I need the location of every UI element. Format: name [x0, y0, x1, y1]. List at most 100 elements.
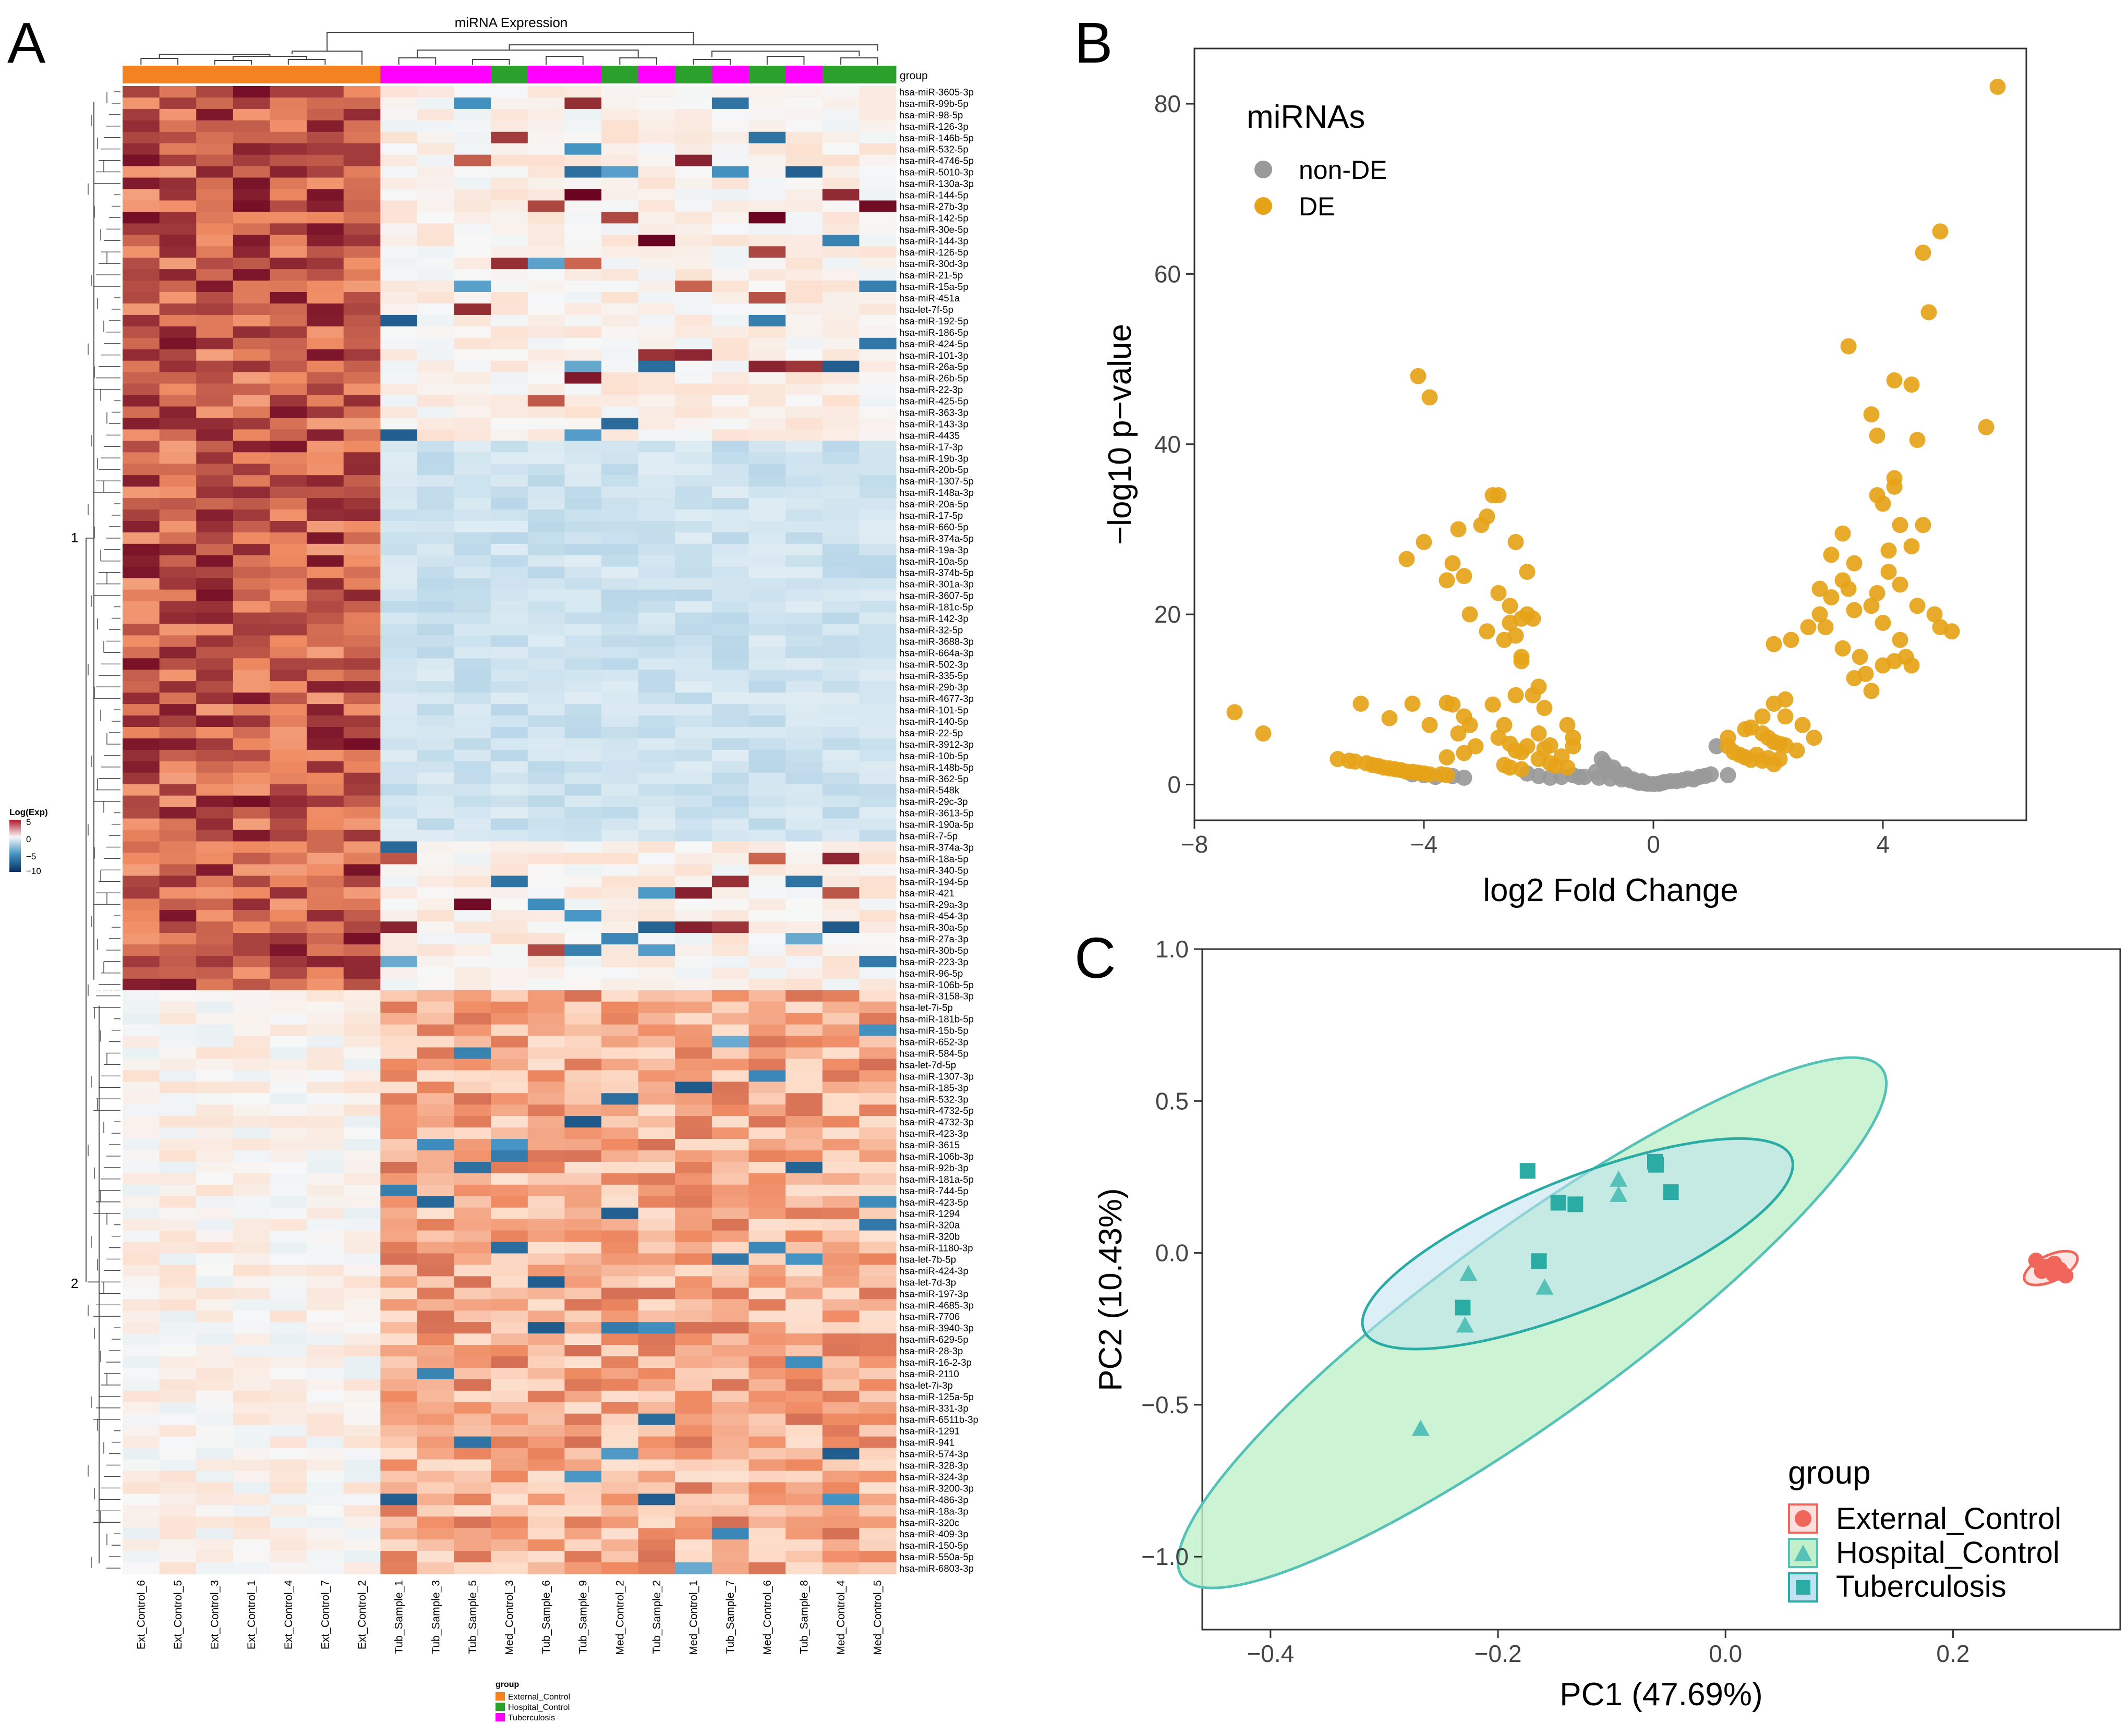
heatmap-cell [638, 349, 675, 361]
heatmap-cell [711, 292, 750, 304]
heatmap-cell [564, 1242, 602, 1254]
heatmap-cell [748, 464, 786, 476]
heatmap-cell [123, 1047, 160, 1060]
heatmap-cell [123, 807, 160, 819]
heatmap-cell [527, 670, 565, 682]
heatmap-cell [417, 120, 455, 132]
heatmap-cell [454, 349, 491, 361]
heatmap-cell [859, 1070, 897, 1082]
heatmap-cell [527, 1367, 565, 1380]
heatmap-cell [527, 429, 565, 441]
heatmap-cell [307, 1070, 344, 1082]
heatmap-cell [748, 1356, 786, 1368]
heatmap-cell [417, 1047, 455, 1060]
heatmap-cell [711, 1127, 750, 1139]
heatmap-cell [711, 1173, 750, 1185]
heatmap-cell [748, 509, 786, 521]
heatmap-cell [159, 429, 197, 441]
heatmap-cell [196, 1196, 234, 1208]
heatmap-cell [270, 1104, 307, 1116]
heatmap-cell [675, 715, 712, 727]
heatmap-cell [307, 693, 344, 705]
heatmap-cell [859, 1562, 897, 1574]
heatmap-cell [380, 337, 418, 350]
heatmap-cell [454, 475, 491, 487]
heatmap-cell [307, 532, 344, 544]
heatmap-cell [491, 1448, 528, 1460]
heatmap-cell [564, 509, 602, 521]
heatmap-cell [564, 212, 602, 224]
heatmap-cell [601, 670, 639, 682]
heatmap-row-label: hsa-miR-10a-5p [899, 556, 969, 567]
heatmap-cell [380, 223, 418, 235]
heatmap-cell [454, 360, 491, 373]
heatmap-cell [343, 795, 381, 808]
heatmap-cell [233, 1253, 271, 1266]
heatmap-cell [270, 1516, 307, 1528]
heatmap-cell [270, 647, 307, 659]
heatmap-cell [343, 1070, 381, 1082]
heatmap-cell [527, 131, 565, 144]
heatmap-cell [638, 1127, 675, 1139]
heatmap-cell [601, 131, 639, 144]
heatmap-cell [859, 693, 897, 705]
heatmap-cell [638, 314, 675, 327]
heatmap-row-label: hsa-miR-6511b-3p [899, 1414, 978, 1425]
heatmap-cell [785, 1219, 823, 1231]
heatmap-cell [527, 1001, 565, 1014]
heatmap-cell [491, 1402, 528, 1414]
heatmap-cell [822, 1413, 860, 1426]
heatmap-cell [711, 899, 750, 911]
heatmap-cell [380, 1139, 418, 1151]
volcano-x-tick-label: −4 [1410, 831, 1437, 858]
heatmap-cell [822, 235, 860, 247]
heatmap-cell [564, 1047, 602, 1060]
heatmap-cell [564, 1082, 602, 1094]
heatmap-cell [785, 1047, 823, 1060]
heatmap-cell [859, 1036, 897, 1048]
heatmap-cell [454, 933, 491, 945]
heatmap-cell [564, 921, 602, 933]
heatmap-cell [638, 1196, 675, 1208]
heatmap-cell [859, 1082, 897, 1094]
heatmap-cell [491, 543, 528, 556]
heatmap-cell [454, 235, 491, 247]
heatmap-cell [159, 818, 197, 831]
heatmap-cell [159, 1333, 197, 1345]
heatmap-cell [638, 1070, 675, 1082]
heatmap-row-label: hsa-miR-363-3p [899, 407, 969, 418]
heatmap-cell [527, 1093, 565, 1105]
volcano-point-de [1886, 470, 1903, 487]
heatmap-cell [675, 681, 712, 693]
heatmap-cell [233, 624, 271, 636]
heatmap-cell [859, 887, 897, 899]
heatmap-cell [601, 944, 639, 956]
heatmap-cell [491, 1013, 528, 1025]
heatmap-cell [601, 876, 639, 888]
heatmap-cell [307, 464, 344, 476]
heatmap-cell [601, 166, 639, 178]
color-scale-legend: Log(Exp) 5 0 −5 −10 [9, 807, 48, 876]
heatmap-cell [159, 1413, 197, 1426]
pca-point-external-control [2058, 1268, 2074, 1284]
heatmap-cell [638, 647, 675, 659]
heatmap-cell [307, 967, 344, 979]
heatmap-row-label: hsa-miR-26a-5p [899, 361, 969, 372]
heatmap-cell [491, 1379, 528, 1391]
heatmap-cell [748, 1562, 786, 1574]
heatmap-cell [491, 235, 528, 247]
heatmap-cell [785, 520, 823, 533]
heatmap-cell [748, 921, 786, 933]
heatmap-cell [454, 1093, 491, 1105]
heatmap-cell [564, 1425, 602, 1437]
heatmap-cell [343, 303, 381, 315]
heatmap-cell [711, 1184, 750, 1197]
heatmap-cell [785, 246, 823, 258]
heatmap-cell [711, 795, 750, 808]
heatmap-cell [270, 1013, 307, 1025]
heatmap-cell [491, 1459, 528, 1472]
heatmap-cell [859, 1413, 897, 1426]
heatmap-cell [380, 281, 418, 293]
heatmap-cell [748, 1001, 786, 1014]
volcano-point-de [1754, 708, 1771, 725]
